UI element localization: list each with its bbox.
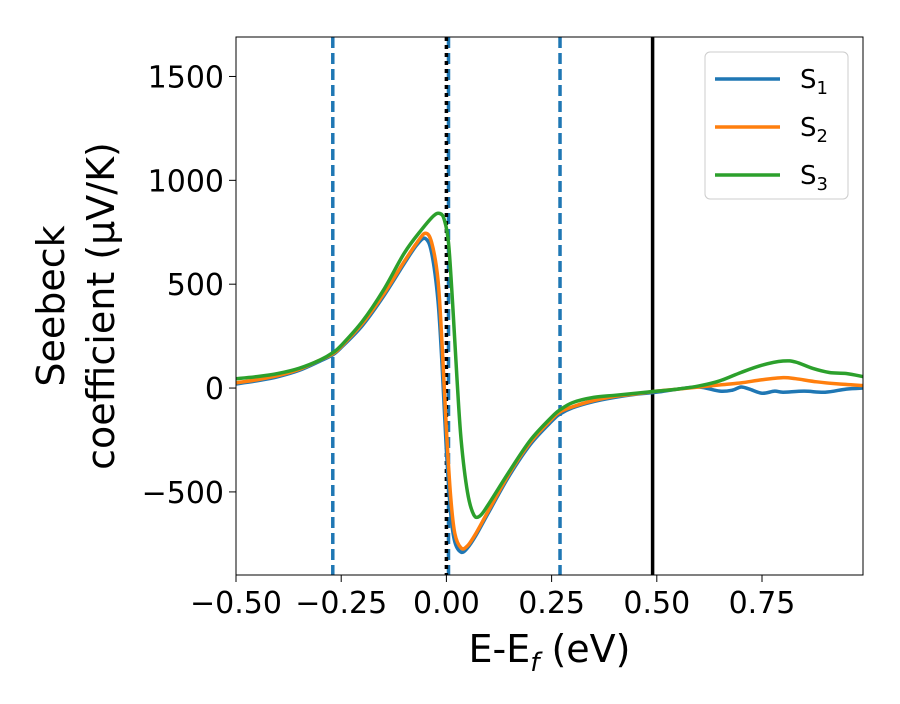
legend-label-s3: S3 (800, 161, 828, 195)
x-tick-label: 0.25 (518, 586, 585, 621)
y-axis-label-line-2: coefficient (μV/K) (79, 142, 123, 470)
legend: S1 S2 S3 (704, 51, 849, 200)
legend-label-s1: S1 (800, 65, 828, 99)
series-lines (236, 211, 863, 555)
axis-labels: E-Ef (eV) Seebeck coefficient (μV/K) (29, 142, 631, 678)
x-tick-label: −0.25 (295, 586, 387, 621)
y-tick-label: −500 (142, 476, 224, 511)
x-tick-label: 0.00 (413, 586, 480, 621)
y-tick-label: 0 (205, 372, 224, 407)
y-tick-label: 1000 (148, 164, 224, 199)
y-tick-label: 500 (167, 268, 224, 303)
axis-ticks: −0.50 −0.25 0.00 0.25 0.50 0.75 −500 0 500 1000 15… (142, 60, 796, 621)
series-line-s3 (236, 211, 863, 520)
reference-lines (331, 37, 655, 575)
legend-label-s2: S2 (800, 113, 828, 147)
plot-frame (235, 36, 864, 576)
x-axis-label: E-Ef (eV) (469, 627, 631, 678)
x-tick-label: −0.50 (190, 586, 282, 621)
y-tick-label: 1500 (148, 60, 224, 95)
series-line-s1 (236, 236, 863, 555)
y-axis-label-line-1: Seebeck (29, 225, 73, 386)
x-tick-label: 0.50 (623, 586, 690, 621)
y-axis-label: Seebeck coefficient (μV/K) (29, 142, 123, 470)
x-tick-label: 0.75 (729, 586, 796, 621)
